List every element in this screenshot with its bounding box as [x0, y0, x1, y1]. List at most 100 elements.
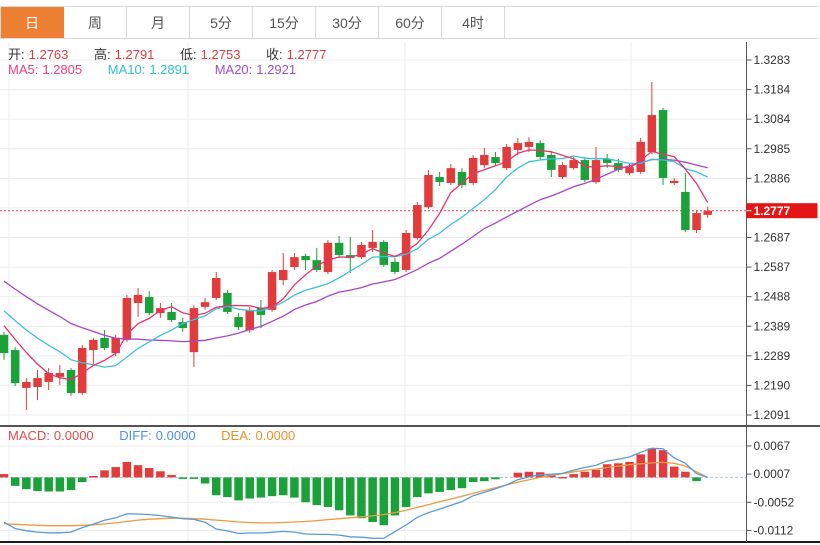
- macd-label: MACD:: [8, 428, 50, 443]
- ma20-value: 1.2921: [256, 62, 297, 77]
- candle-body: [681, 191, 690, 231]
- candle-body: [10, 350, 20, 384]
- macd-bar: [234, 477, 243, 501]
- candle-body: [55, 373, 65, 377]
- tab-30min[interactable]: 30分: [316, 7, 379, 38]
- macd-bar: [692, 477, 701, 482]
- macd-bar: [0, 474, 9, 478]
- candle-body: [502, 146, 511, 169]
- candle-body: [591, 160, 601, 183]
- diff-line: [3, 447, 708, 540]
- dea-line: [3, 461, 708, 527]
- ma20-line: [3, 158, 708, 343]
- candle-body: [100, 337, 109, 348]
- high-value: 1.2791: [114, 47, 155, 62]
- macd-axis-label: -0.0052: [754, 495, 795, 509]
- macd-bar: [223, 477, 232, 498]
- macd-info: MACD: 0.0000 DIFF: 0.0000 DEA: 0.0000: [8, 428, 299, 443]
- macd-bar: [669, 466, 679, 478]
- ma20-label: MA20:: [214, 62, 253, 77]
- macd-bar: [267, 477, 277, 497]
- candle-body: [334, 242, 344, 256]
- candle-body: [133, 294, 143, 304]
- candle-body: [44, 373, 53, 382]
- macd-bar: [547, 475, 556, 478]
- tab-month[interactable]: 月: [127, 7, 190, 38]
- macd-bar: [144, 468, 154, 478]
- macd-bar: [178, 477, 187, 479]
- close-value: 1.2777: [286, 47, 327, 62]
- candle-body: [513, 143, 523, 150]
- diff-value: 0.0000: [155, 428, 196, 443]
- macd-bar: [614, 463, 623, 478]
- current-price-tag: [746, 203, 818, 219]
- candle-body: [636, 141, 645, 172]
- price-axis-label: 1.2587: [754, 260, 791, 274]
- macd-bar: [681, 471, 690, 478]
- macd-bar: [346, 477, 355, 516]
- low-value: 1.2753: [200, 47, 241, 62]
- ma10-value: 1.2891: [149, 62, 190, 77]
- tab-60min[interactable]: 60分: [379, 7, 442, 38]
- macd-bar: [10, 477, 20, 486]
- tab-15min[interactable]: 15分: [253, 7, 316, 38]
- candle-body: [66, 370, 76, 393]
- candle-body: [22, 381, 31, 388]
- macd-bar: [200, 477, 210, 484]
- macd-bar: [602, 464, 612, 478]
- candle-body: [457, 171, 467, 186]
- tab-5min[interactable]: 5分: [190, 7, 253, 38]
- candle-body: [189, 308, 199, 353]
- macd-bar: [245, 477, 254, 499]
- current-price-value: 1.2777: [754, 204, 791, 218]
- high-label: 高:: [94, 47, 111, 62]
- candle-body: [234, 317, 243, 328]
- candle-body: [424, 174, 433, 208]
- tab-4hour[interactable]: 4时: [442, 7, 505, 38]
- ma5-label: MA5:: [8, 62, 39, 77]
- candle-body: [647, 115, 657, 153]
- candle-body: [692, 213, 701, 231]
- candle-body: [703, 210, 712, 215]
- macd-bar: [111, 467, 120, 478]
- candle-body: [301, 255, 310, 261]
- candle-body: [122, 297, 132, 340]
- candle-body: [312, 260, 322, 270]
- macd-bar: [457, 477, 467, 489]
- macd-bar: [446, 477, 456, 491]
- candle-body: [625, 166, 634, 174]
- candle-body: [77, 347, 87, 393]
- macd-value: 0.0000: [53, 428, 94, 443]
- candle-body: [480, 155, 489, 166]
- price-axis-label: 1.2886: [754, 171, 791, 185]
- macd-bar: [591, 469, 601, 478]
- macd-bar: [44, 477, 53, 492]
- macd-bar: [211, 477, 221, 496]
- candle-body: [167, 311, 176, 320]
- price-axis-label: 1.2985: [754, 142, 791, 156]
- candle-body: [390, 261, 400, 273]
- ma5-value: 1.2805: [42, 62, 83, 77]
- ma10-label: MA10:: [107, 62, 146, 77]
- candle-body: [413, 205, 422, 239]
- macd-bar: [625, 461, 634, 478]
- candle-body: [33, 378, 42, 388]
- macd-bar: [256, 477, 266, 498]
- candle-body: [223, 292, 232, 312]
- macd-bar: [77, 477, 87, 483]
- macd-bar: [480, 477, 489, 482]
- candle-body: [267, 272, 277, 310]
- tab-week[interactable]: 周: [64, 7, 127, 38]
- tab-day[interactable]: 日: [1, 7, 64, 38]
- price-axis-label: 1.3283: [754, 53, 791, 67]
- timeframe-tabbar: 日周月 5分 15分 30分 60分 4时: [0, 6, 819, 39]
- macd-bar: [279, 477, 288, 496]
- candle-body: [245, 309, 254, 331]
- macd-bar: [368, 477, 377, 522]
- macd-bar: [33, 477, 42, 492]
- candle-body: [435, 177, 444, 183]
- macd-bar: [379, 477, 389, 526]
- macd-bar: [435, 477, 444, 492]
- macd-bar: [290, 477, 299, 498]
